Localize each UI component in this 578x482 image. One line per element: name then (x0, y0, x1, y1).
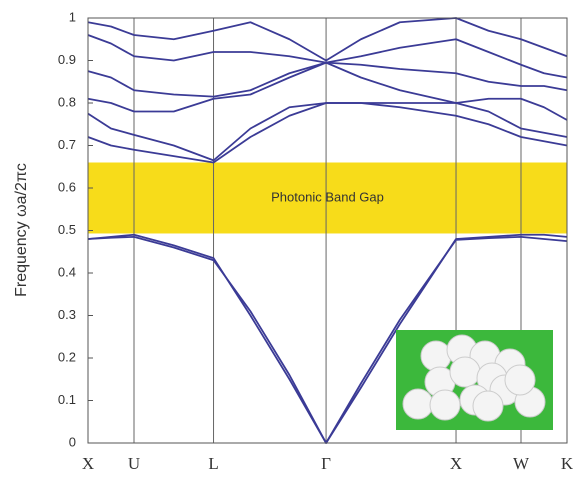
inset-sphere (403, 389, 433, 419)
x-tick-label: W (513, 454, 530, 473)
y-tick-label: 0.5 (58, 222, 76, 237)
y-tick-label: 0.9 (58, 52, 76, 67)
inset-sphere (421, 341, 451, 371)
inset-sphere (450, 357, 480, 387)
inset-image (396, 330, 553, 430)
band-line (88, 35, 567, 78)
y-tick-label: 1 (69, 9, 76, 24)
x-tick-label: X (450, 454, 462, 473)
y-tick-label: 0.8 (58, 94, 76, 109)
inset-sphere (430, 390, 460, 420)
x-tick-label: X (82, 454, 94, 473)
inset-sphere (505, 365, 535, 395)
y-tick-label: 0.7 (58, 137, 76, 152)
y-tick-label: 0 (69, 434, 76, 449)
band-line (88, 63, 567, 120)
y-tick-label: 0.6 (58, 179, 76, 194)
x-tick-label: U (128, 454, 140, 473)
y-tick-label: 0.2 (58, 349, 76, 364)
y-axis-label: Frequency ωa/2πc (13, 163, 30, 297)
y-tick-label: 0.4 (58, 264, 76, 279)
chart: Frequency ωa/2πc Photonic Band Gap 0 0.1 0.… (0, 0, 578, 477)
y-tick-label: 0.1 (58, 392, 76, 407)
inset-sphere (473, 391, 503, 421)
band-line (88, 63, 567, 97)
page: {"chart_data": { "type": "line", "y_labe… (0, 0, 578, 482)
y-tick-label: 0.3 (58, 307, 76, 322)
band-gap-label: Photonic Band Gap (271, 189, 384, 204)
x-tick-label: L (208, 454, 218, 473)
x-tick-label: K (561, 454, 574, 473)
x-tick-label: Γ (321, 454, 331, 473)
